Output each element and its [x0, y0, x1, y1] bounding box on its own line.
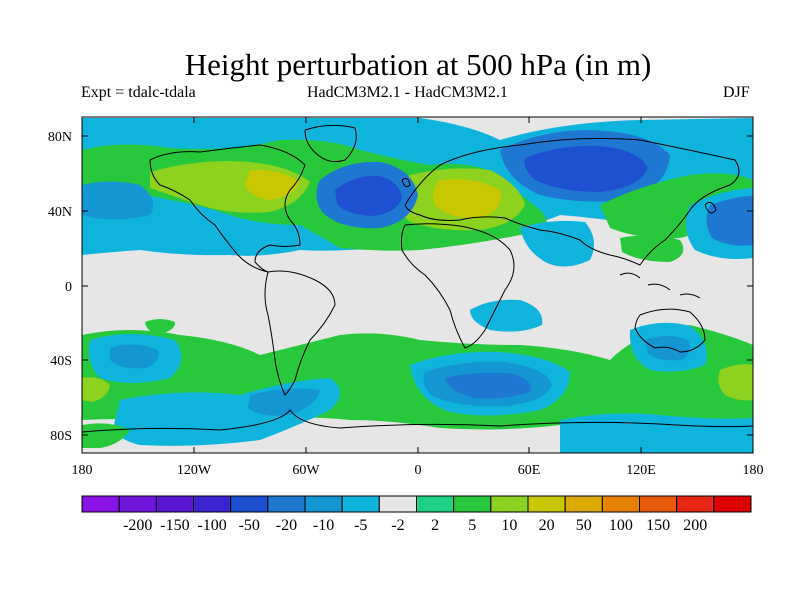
lon-label-0: 0: [415, 463, 422, 478]
plot-title: Height perturbation at 500 hPa (in m): [184, 47, 652, 82]
lon-label-60w: 60W: [292, 463, 320, 478]
season-label: DJF: [723, 84, 750, 101]
coastline-greenland: [304, 124, 357, 163]
lon-label-60e: 60E: [518, 463, 541, 478]
coastline-north-america: [149, 144, 306, 273]
colorbar-label: -10: [313, 517, 334, 534]
contour-blue-south-atlantic: [445, 372, 531, 399]
colorbar-label: -2: [391, 517, 404, 534]
contour-yellowgreen-south-west: [82, 377, 110, 402]
contour-green-south-pacific-small: [145, 319, 176, 334]
coastline-eurasia: [404, 137, 740, 266]
lat-label-80s: 80S: [50, 429, 72, 444]
colorbar-label: -200: [123, 517, 152, 534]
colorbar-box: [453, 495, 492, 513]
colorbar-box: [193, 495, 232, 513]
contour-neutral-antarctic: [330, 425, 530, 453]
experiment-label: Expt = tdalc-tdala: [81, 84, 196, 101]
contour-lightblue-southern-ocean: [248, 388, 320, 416]
colorbar-box: [378, 495, 417, 513]
contour-olive-canada: [245, 169, 300, 200]
contour-green-india: [620, 235, 684, 262]
colorbar-label: 150: [646, 517, 670, 534]
colorbar-label: -5: [354, 517, 367, 534]
contour-field: [82, 117, 753, 453]
coastline-africa: [400, 223, 515, 349]
contour-olive-europe: [433, 179, 501, 219]
colorbar-label: 100: [609, 517, 633, 534]
coastline-australia: [634, 308, 706, 353]
coastline-south-america: [264, 270, 336, 396]
coastline-antarctica: [82, 409, 753, 433]
colorbar-box: [267, 495, 306, 513]
contour-lightblue-australia: [645, 336, 690, 361]
contour-darkblue-atlantic: [335, 175, 402, 216]
colorbar-label: 50: [576, 517, 592, 534]
colorbar-box: [490, 495, 529, 513]
colorbar-box: [564, 495, 603, 513]
colorbar-box: [81, 495, 120, 513]
lon-label-180-west: 180: [72, 463, 93, 478]
coastline-maritime-continent: [619, 272, 701, 299]
colorbar-box: [118, 495, 157, 513]
coastline-uk-japan: [401, 177, 717, 214]
colorbar-label: -50: [239, 517, 260, 534]
contour-darkblue-siberia: [524, 145, 648, 192]
colorbar: [81, 495, 752, 513]
colorbar-label: -100: [197, 517, 226, 534]
lon-label-180-east: 180: [743, 463, 764, 478]
colorbar-box: [341, 495, 380, 513]
coastlines: [82, 124, 753, 433]
colorbar-box: [416, 495, 455, 513]
colorbar-label: 10: [501, 517, 517, 534]
lat-label-0: 0: [65, 280, 72, 295]
colorbar-box: [601, 495, 641, 513]
colorbar-label: -150: [160, 517, 189, 534]
contour-yellowgreen-south-east: [718, 364, 753, 401]
colorbar-label: 20: [539, 517, 555, 534]
colorbar-box: [304, 495, 343, 513]
colorbar-box: [639, 495, 678, 513]
axis-ticks: [82, 117, 753, 453]
contour-cyan-gulf: [228, 223, 298, 253]
lat-label-80n: 80N: [48, 130, 72, 145]
colorbar-label: 200: [683, 517, 707, 534]
contour-lightblue-south-pacific: [110, 344, 159, 369]
colorbar-label: 5: [468, 517, 476, 534]
colorbar-box: [155, 495, 194, 513]
colorbar-label: 2: [431, 517, 439, 534]
model-label: HadCM3M2.1 - HadCM3M2.1: [307, 84, 508, 101]
contour-cyan-antarctic-east: [560, 413, 753, 453]
colorbar-box: [230, 495, 269, 513]
colorbar-labels: -200 -150 -100 -50 -20 -10 -5 -2 2 5 10 20 50 100 150 2…: [123, 517, 707, 534]
lon-label-120w: 120W: [177, 463, 212, 478]
lat-label-40s: 40S: [50, 354, 72, 369]
lon-label-120e: 120E: [626, 463, 656, 478]
lat-label-40n: 40N: [48, 205, 72, 220]
colorbar-label: -20: [276, 517, 297, 534]
contour-cyan-arabia: [520, 220, 594, 267]
colorbar-box: [676, 495, 715, 513]
colorbar-box: [713, 495, 752, 513]
contour-lightblue-east-pacific: [82, 181, 154, 220]
colorbar-box: [527, 495, 566, 513]
contour-blue-north-pacific-east: [706, 196, 753, 246]
